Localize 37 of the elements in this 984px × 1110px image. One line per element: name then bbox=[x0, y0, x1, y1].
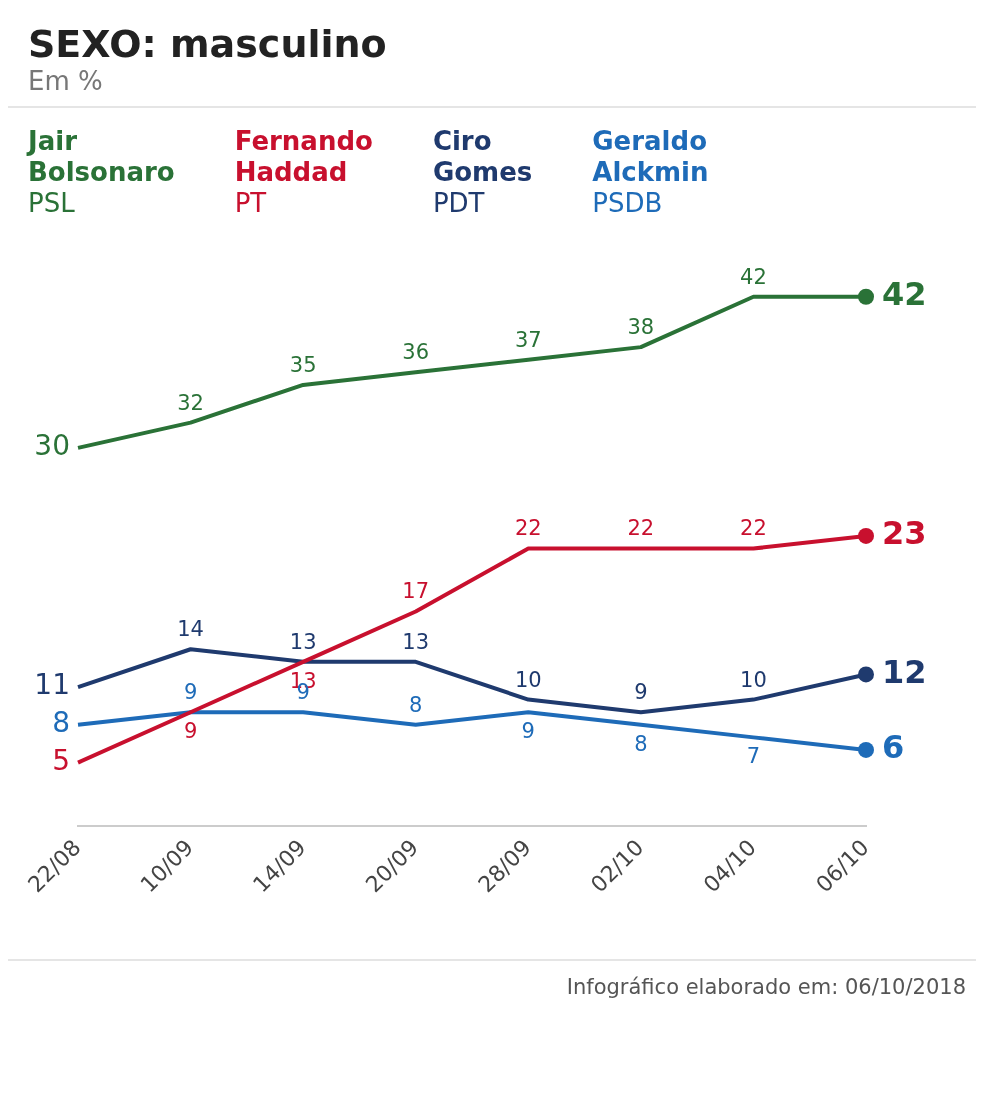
data-label: 37 bbox=[514, 327, 542, 352]
data-label: 32 bbox=[177, 390, 204, 415]
chart-subtitle: Em % bbox=[28, 66, 104, 96]
data-label: 22 bbox=[514, 516, 542, 541]
text: Infográfico elaborado em: 06/10/2018 bbox=[565, 975, 966, 999]
data-label: 13 bbox=[289, 629, 317, 654]
data-label: 10 bbox=[740, 667, 767, 692]
data-label: 10 bbox=[514, 667, 542, 692]
data-label: 13 bbox=[402, 629, 430, 654]
data-label: 9 bbox=[183, 680, 198, 705]
data-label: 17 bbox=[402, 579, 430, 604]
data-label: 8 bbox=[409, 692, 423, 717]
data-label: 42 bbox=[882, 275, 927, 314]
data-label: 6 bbox=[882, 728, 905, 767]
chart-title: SEXO: masculino bbox=[28, 22, 388, 66]
text: Ciro Gomes PDT bbox=[432, 126, 533, 219]
data-label: 11 bbox=[34, 668, 70, 702]
data-label: 14 bbox=[177, 617, 204, 642]
data-label: 42 bbox=[740, 264, 767, 289]
data-label: 35 bbox=[289, 352, 317, 377]
data-label: 9 bbox=[634, 680, 648, 705]
data-label: 23 bbox=[882, 514, 927, 553]
data-label: 22 bbox=[740, 516, 767, 541]
data-label: 9 bbox=[521, 719, 535, 744]
data-label: 30 bbox=[34, 429, 70, 463]
data-label: 7 bbox=[746, 744, 761, 769]
data-label: 8 bbox=[52, 706, 70, 740]
data-label: 22 bbox=[627, 516, 655, 541]
text: Jair Bolsonaro PSL bbox=[28, 126, 175, 219]
text: Geraldo Alckmin PSDB bbox=[592, 126, 709, 219]
data-label: 5 bbox=[52, 743, 70, 777]
data-label: 12 bbox=[882, 652, 927, 691]
data-label: 9 bbox=[183, 719, 198, 744]
text: Fernando Haddad PT bbox=[234, 126, 373, 219]
data-label: 38 bbox=[627, 315, 655, 340]
data-label: 36 bbox=[402, 340, 430, 365]
data-label: 8 bbox=[634, 731, 648, 756]
